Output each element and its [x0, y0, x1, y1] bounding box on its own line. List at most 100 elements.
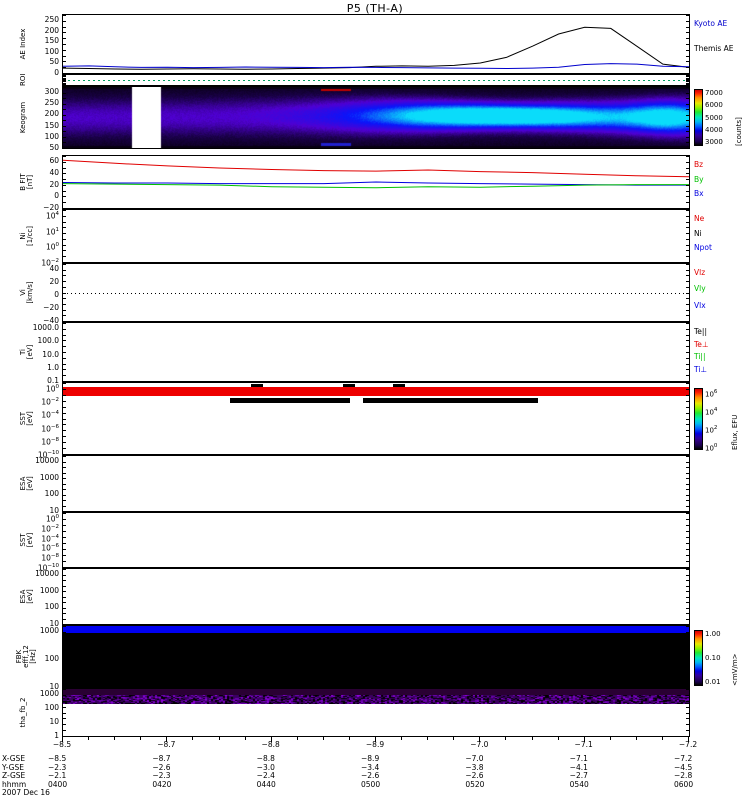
- axis-tick: [686, 310, 690, 311]
- legend-te-[interactable]: Te||: [694, 328, 707, 336]
- sst-colorbar[interactable]: [694, 388, 703, 450]
- legend-npot[interactable]: Npot: [694, 244, 712, 252]
- axis-tick: [62, 126, 66, 127]
- legend-ni[interactable]: Ni: [694, 230, 702, 238]
- legend-kyoto-ae[interactable]: Kyoto AE: [694, 20, 727, 28]
- panel-sst-energy-2[interactable]: [62, 512, 690, 568]
- panel-ni-density[interactable]: [62, 209, 690, 263]
- legend-bx[interactable]: Bx: [694, 190, 704, 198]
- axis-tick: [62, 381, 66, 382]
- axis-tick: [62, 424, 66, 425]
- y-tick-b-fit-2: 20: [0, 181, 59, 188]
- axis-tick: [686, 115, 690, 116]
- y-tick-sst-flux-1-1: 10−2: [0, 397, 59, 406]
- axis-tick: [686, 448, 690, 449]
- axis-tick: [62, 275, 66, 276]
- axis-tick: [686, 681, 690, 682]
- axis-tick: [686, 352, 690, 353]
- roi-dotted-line: [63, 80, 689, 81]
- axis-tick: [686, 506, 690, 507]
- legend-vlx[interactable]: Vlx: [694, 302, 706, 310]
- axis-tick: [62, 222, 66, 223]
- axis-tick: [686, 222, 690, 223]
- colorbar-unit: <mV/m>: [731, 653, 739, 686]
- axis-tick: [62, 256, 66, 257]
- x-axis-tickmark: [401, 737, 402, 740]
- axis-tick: [686, 575, 690, 576]
- bottom-value-r3-c5: 0540: [570, 781, 589, 790]
- x-axis-tickmark: [88, 737, 89, 740]
- panel-b-fit[interactable]: [62, 155, 690, 209]
- axis-tick: [62, 701, 66, 702]
- panel-esa-energy-1[interactable]: [62, 455, 690, 512]
- y-tick-b-fit-0: 60: [0, 157, 59, 164]
- legend-by[interactable]: By: [694, 176, 704, 184]
- axis-tick: [62, 38, 66, 39]
- axis-tick: [62, 478, 66, 479]
- panel-vi-velocity[interactable]: [62, 263, 690, 322]
- legend-bz[interactable]: Bz: [694, 161, 703, 169]
- axis-tick: [686, 456, 690, 457]
- y-tick-fbk-1: 100: [0, 655, 59, 662]
- bottom-value-r3-c0: 0400: [48, 781, 67, 790]
- x-axis-tickmark: [323, 737, 324, 740]
- keogram-colorbar[interactable]: [694, 89, 703, 146]
- panel-sst-flux-1[interactable]: [62, 382, 690, 455]
- x-axis-tickmark: [62, 737, 63, 742]
- axis-tick: [686, 519, 690, 520]
- axis-tick: [62, 352, 66, 353]
- axis-tick: [686, 718, 690, 719]
- y-tick-vi-velocity-0: 40: [0, 265, 59, 272]
- axis-tick: [686, 98, 690, 99]
- bottom-value-r3-c6: 0600: [674, 781, 693, 790]
- sst-tick-mark-2: [343, 384, 355, 387]
- axis-tick: [686, 179, 690, 180]
- axis-tick: [62, 608, 66, 609]
- panel-esa-energy-2[interactable]: [62, 568, 690, 625]
- axis-tick: [686, 275, 690, 276]
- axis-tick: [62, 580, 66, 581]
- colorbar-label: 5000: [705, 115, 723, 122]
- axis-tick: [686, 369, 690, 370]
- sst-black-bar-1: [230, 398, 350, 403]
- y-tick-tha-fb-2-3: 1: [0, 732, 59, 739]
- legend-ti-[interactable]: Ti⊥: [694, 366, 707, 374]
- axis-tick: [686, 323, 690, 324]
- y-tick-b-fit-4: −20: [0, 204, 59, 211]
- axis-tick: [62, 624, 66, 625]
- axis-tick: [62, 549, 66, 550]
- axis-tick: [62, 456, 66, 457]
- legend-vly[interactable]: Vly: [694, 285, 706, 293]
- y-tick-sst-flux-1-0: 100: [0, 384, 59, 393]
- axis-tick: [686, 321, 690, 322]
- panel-fbk[interactable]: [62, 625, 690, 688]
- colorbar-label: 106: [705, 389, 717, 398]
- legend-ne[interactable]: Ne: [694, 215, 704, 223]
- legend-ti-[interactable]: Ti||: [694, 353, 706, 361]
- panel-roi[interactable]: [62, 74, 690, 86]
- panel-keogram[interactable]: [62, 86, 690, 149]
- axis-tick: [686, 250, 690, 251]
- panel-tha-fb-2[interactable]: [62, 688, 690, 737]
- legend-vlz[interactable]: Vlz: [694, 269, 705, 277]
- y-tick-esa-energy-1-3: 10: [0, 507, 59, 514]
- y-tick-keogram-4: 100: [0, 133, 59, 140]
- legend-te-[interactable]: Te⊥: [694, 341, 708, 349]
- axis-tick: [686, 389, 690, 390]
- axis-tick: [62, 15, 66, 16]
- axis-tick: [62, 293, 66, 294]
- panel-ti-temperature[interactable]: [62, 322, 690, 382]
- axis-tick: [62, 202, 66, 203]
- axis-tick: [686, 185, 690, 186]
- x-axis-tickmark: [375, 737, 376, 742]
- axis-tick: [62, 335, 66, 336]
- axis-tick: [686, 304, 690, 305]
- fbk-colorbar[interactable]: [694, 630, 703, 686]
- legend-themis-ae[interactable]: Themis AE: [694, 45, 734, 53]
- axis-tick: [62, 395, 66, 396]
- panel-ae-index[interactable]: [62, 14, 690, 74]
- axis-tick: [62, 85, 66, 86]
- axis-tick: [62, 340, 66, 341]
- axis-tick: [62, 489, 66, 490]
- y-tick-ae-index-4: 50: [0, 58, 59, 65]
